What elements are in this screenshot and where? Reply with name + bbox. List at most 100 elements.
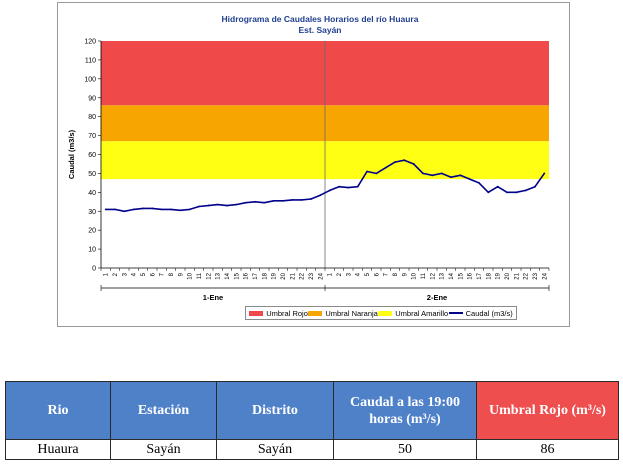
legend-item: Caudal (m3/s) [448, 309, 513, 318]
x-tick-label: 17 [477, 272, 483, 279]
data-point [310, 198, 312, 200]
series-line-caudal [105, 159, 545, 213]
day-group-label: 1-Ene [203, 293, 223, 302]
chart-frame: Hidrograma de Caudales Horarios del río … [57, 2, 570, 327]
data-point [272, 199, 275, 202]
y-tick-label: 110 [85, 57, 96, 64]
x-tick-label: 10 [412, 272, 418, 279]
data-point [132, 208, 135, 211]
x-tick-label: 5 [365, 272, 371, 276]
data-point [338, 185, 340, 188]
hydrograph-chart: Hidrograma de Caudales Horarios del río … [67, 14, 550, 302]
data-point [291, 199, 294, 201]
legend-item: Umbral Rojo [249, 309, 308, 318]
data-point [403, 159, 406, 162]
data-point [412, 163, 415, 165]
legend-swatch [378, 310, 393, 316]
x-tick-label: 13 [216, 272, 222, 279]
data-point [524, 189, 527, 192]
legend-label: Umbral Rojo [266, 308, 308, 318]
y-tick-label: 40 [88, 190, 96, 197]
data-point [431, 174, 434, 177]
y-tick-label: 70 [88, 133, 96, 140]
x-tick-label: 20 [505, 272, 511, 279]
data-point [487, 191, 490, 194]
day-group-label: 2-Ene [427, 293, 447, 302]
data-point [188, 208, 191, 211]
data-point [450, 176, 452, 179]
summary-table: Rio Estación Distrito Caudal a las 19:00… [5, 381, 619, 460]
data-point [506, 191, 508, 194]
x-tick-label: 4 [132, 272, 138, 276]
y-tick-label: 90 [88, 95, 96, 102]
data-point [356, 185, 359, 188]
chart-subtitle: Est. Sayán [299, 25, 342, 35]
data-point [235, 203, 238, 206]
data-point [254, 200, 256, 203]
x-tick-label: 12 [206, 272, 212, 279]
x-tick-label: 22 [300, 272, 306, 279]
data-point [179, 209, 182, 212]
x-tick-label: 9 [178, 272, 184, 276]
header-umbral-rojo: Umbral Rojo (m³/s) [476, 381, 619, 440]
x-tick-label: 6 [150, 272, 156, 276]
data-point [160, 208, 163, 211]
data-point [384, 166, 387, 169]
x-tick-label: 3 [346, 272, 352, 276]
x-tick-label: 24 [318, 272, 324, 279]
x-tick-label: 9 [402, 272, 408, 276]
x-tick-label: 4 [356, 272, 362, 276]
data-point [347, 186, 350, 189]
data-point [142, 207, 144, 210]
data-point [244, 201, 247, 204]
data-point [534, 185, 536, 188]
x-tick-label: 2 [113, 272, 119, 276]
data-point [123, 210, 126, 213]
x-tick-label: 14 [225, 272, 231, 279]
header-estacion: Estación [110, 381, 217, 440]
x-tick-label: 2 [337, 272, 343, 276]
data-point [515, 191, 518, 194]
data-point [319, 194, 322, 197]
legend-item: Umbral Amarillo [378, 309, 448, 318]
header-distrito: Distrito [216, 381, 334, 440]
legend-swatch [448, 312, 463, 314]
data-point [151, 207, 154, 210]
data-point [440, 172, 443, 175]
cell-umbral-rojo: 86 [476, 439, 619, 460]
legend-swatch [249, 310, 264, 316]
x-tick-label: 7 [384, 272, 390, 276]
x-tick-label: 10 [188, 272, 194, 279]
x-tick-label: 16 [468, 272, 474, 279]
legend-label: Umbral Naranja [325, 308, 378, 318]
header-rio: Rio [5, 381, 111, 440]
table-row: Huaura Sayán Sayán 50 86 [5, 439, 619, 460]
data-point [394, 161, 396, 163]
data-point [104, 208, 107, 211]
x-tick-label: 5 [141, 272, 147, 276]
x-tick-label: 18 [262, 272, 268, 279]
y-tick-label: 0 [92, 266, 96, 273]
data-point [282, 199, 284, 202]
y-axis-label: Caudal (m3/s) [67, 129, 76, 179]
y-tick-label: 20 [88, 228, 96, 235]
x-tick-label: 24 [542, 272, 548, 279]
legend-swatch [308, 310, 323, 316]
y-tick-label: 50 [88, 171, 96, 178]
x-tick-label: 15 [234, 272, 240, 279]
header-caudal: Caudal a las 19:00 horas (m³/s) [333, 381, 477, 440]
y-tick-label: 30 [88, 209, 96, 216]
x-tick-label: 6 [374, 272, 380, 276]
data-point [422, 172, 424, 175]
cell-caudal: 50 [333, 439, 477, 460]
x-tick-label: 12 [430, 272, 436, 279]
legend-item: Umbral Naranja [308, 309, 378, 318]
x-tick-label: 19 [272, 272, 278, 279]
x-tick-label: 17 [253, 272, 259, 279]
data-point [226, 204, 228, 207]
x-tick-label: 19 [496, 272, 502, 279]
data-point [375, 172, 378, 175]
x-tick-label: 14 [449, 272, 455, 279]
x-tick-label: 1 [328, 272, 334, 276]
x-tick-label: 18 [486, 272, 492, 279]
